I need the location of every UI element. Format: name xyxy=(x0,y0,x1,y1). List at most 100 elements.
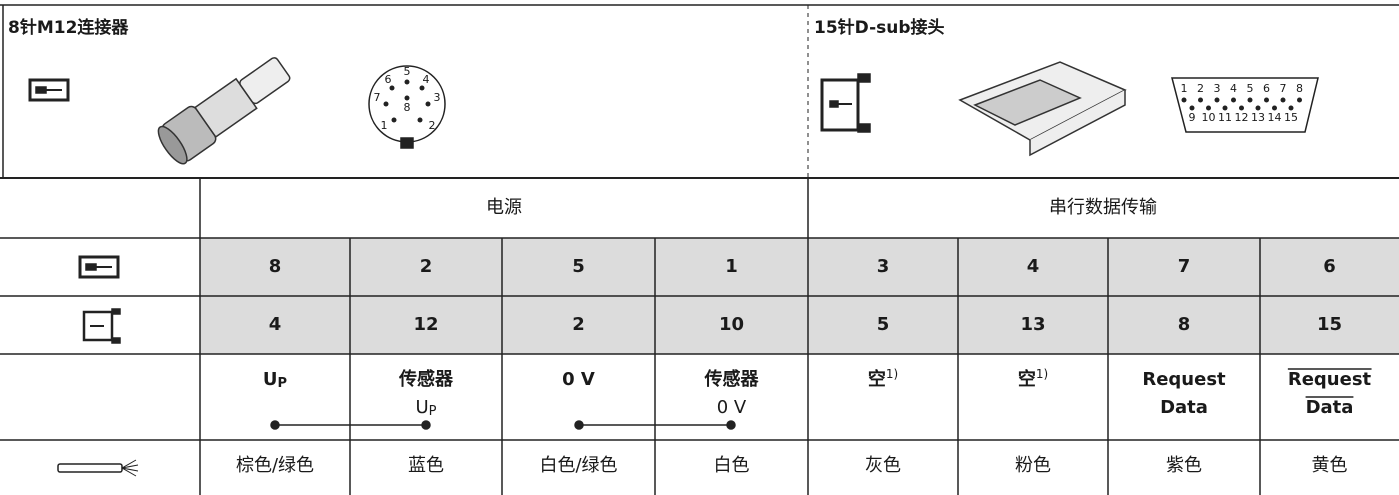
signal-name: 空1) xyxy=(868,367,898,391)
pin-number: 10 xyxy=(719,314,744,335)
pin-label: 8 xyxy=(404,101,411,114)
pin-dot xyxy=(391,117,397,123)
pin-label: 6 xyxy=(385,73,392,86)
right-title: 15针D-sub接头 xyxy=(814,17,945,38)
signal-subscript: P xyxy=(278,376,288,391)
pin-dot xyxy=(1189,105,1195,111)
pin-number: 4 xyxy=(1027,256,1040,277)
pin-label: 3 xyxy=(434,91,441,104)
pin-number: 8 xyxy=(1178,314,1191,335)
pin-dot xyxy=(1214,97,1220,103)
pin-dot xyxy=(1231,97,1236,103)
pin-dot xyxy=(389,85,395,91)
pin-label: 5 xyxy=(1247,82,1254,95)
signal-text: 空 xyxy=(868,368,886,390)
pin-number: 3 xyxy=(877,256,890,277)
pin-dot xyxy=(1181,97,1187,103)
signal-line2: Data xyxy=(1306,397,1354,418)
signal-name: 传感器 xyxy=(398,368,454,390)
pin-label: 5 xyxy=(404,65,411,78)
pin-label: 9 xyxy=(1189,111,1196,124)
signal-text: 0 V xyxy=(717,397,747,418)
signal-name: Request xyxy=(1288,369,1372,390)
pin-dot xyxy=(417,117,423,123)
signal-line2: 0 V xyxy=(717,397,747,418)
pin-number: 13 xyxy=(1020,314,1045,335)
pin-dot xyxy=(1297,97,1302,103)
pin-number: 2 xyxy=(420,256,433,277)
signal-text: 传感器 xyxy=(398,368,454,390)
pin-dot xyxy=(1272,105,1277,111)
signal-line2: UP xyxy=(415,397,436,419)
pin-number: 2 xyxy=(572,314,585,335)
wire-color: 棕色/绿色 xyxy=(236,455,314,476)
pin-number: 1 xyxy=(725,256,738,277)
pin-dot xyxy=(1288,105,1294,111)
pin-label: 15 xyxy=(1284,111,1298,124)
pin-label: 3 xyxy=(1214,82,1221,95)
pin-label: 8 xyxy=(1296,82,1303,95)
pin-dot xyxy=(1255,105,1261,111)
signal-name: UP xyxy=(263,369,287,391)
pin-dot xyxy=(1206,105,1211,111)
pin-dot xyxy=(404,79,410,85)
pin-dot xyxy=(1222,105,1228,111)
pin-label: 7 xyxy=(374,91,381,104)
signal-name: 空1) xyxy=(1018,367,1048,391)
signal-line2: Data xyxy=(1160,397,1208,418)
signal-text: Request xyxy=(1142,369,1226,390)
wire-color: 蓝色 xyxy=(408,455,444,476)
pin-dot xyxy=(1280,97,1286,103)
signal-subscript: P xyxy=(429,404,437,419)
pin-dot xyxy=(1198,97,1203,103)
wire-color: 白色/绿色 xyxy=(539,455,617,476)
pin-dot xyxy=(383,101,389,107)
pin-label: 14 xyxy=(1268,111,1282,124)
signal-text: 空 xyxy=(1018,368,1036,390)
pin-number: 6 xyxy=(1323,256,1336,277)
pin-label: 6 xyxy=(1263,82,1270,95)
pin-dot xyxy=(404,95,410,101)
left-title: 8针M12连接器 xyxy=(8,17,129,38)
wire-color: 黄色 xyxy=(1312,455,1348,476)
signal-text: Data xyxy=(1306,397,1354,418)
pin-label: 10 xyxy=(1202,111,1216,124)
pin-label: 2 xyxy=(1197,82,1204,95)
wire-color: 白色 xyxy=(714,455,750,476)
pin-label: 2 xyxy=(429,119,436,132)
wire-color: 紫色 xyxy=(1166,455,1202,476)
pin-dot xyxy=(419,85,425,91)
signal-name: 0 V xyxy=(562,369,595,390)
footnote: 1) xyxy=(886,367,898,381)
signal-text: Data xyxy=(1160,397,1208,418)
signal-text: U xyxy=(263,369,278,390)
pin-label: 4 xyxy=(1230,82,1237,95)
pin-label: 1 xyxy=(381,119,388,132)
pin-label: 11 xyxy=(1218,111,1232,124)
pin-dot xyxy=(1247,97,1253,103)
pin-label: 7 xyxy=(1280,82,1287,95)
signal-text: Request xyxy=(1288,369,1372,390)
pin-dot xyxy=(425,101,431,107)
pin-number: 4 xyxy=(269,314,282,335)
wire-color: 粉色 xyxy=(1015,455,1051,476)
footnote: 1) xyxy=(1036,367,1048,381)
signal-text: 0 V xyxy=(562,369,595,390)
signal-name: Request xyxy=(1142,369,1226,390)
group-label: 串行数据传输 xyxy=(1049,197,1157,218)
pin-label: 12 xyxy=(1235,111,1249,124)
pin-dot xyxy=(1239,105,1244,111)
pin-number: 5 xyxy=(572,256,585,277)
pin-number: 7 xyxy=(1178,256,1191,277)
pin-number: 12 xyxy=(413,314,438,335)
pin-number: 15 xyxy=(1317,314,1342,335)
pin-label: 13 xyxy=(1251,111,1265,124)
pin-label: 1 xyxy=(1181,82,1188,95)
pin-number: 8 xyxy=(269,256,282,277)
layout xyxy=(0,4,1399,495)
pin-label: 4 xyxy=(423,73,430,86)
signal-name: 传感器 xyxy=(704,368,760,390)
signal-text: U xyxy=(415,397,428,418)
